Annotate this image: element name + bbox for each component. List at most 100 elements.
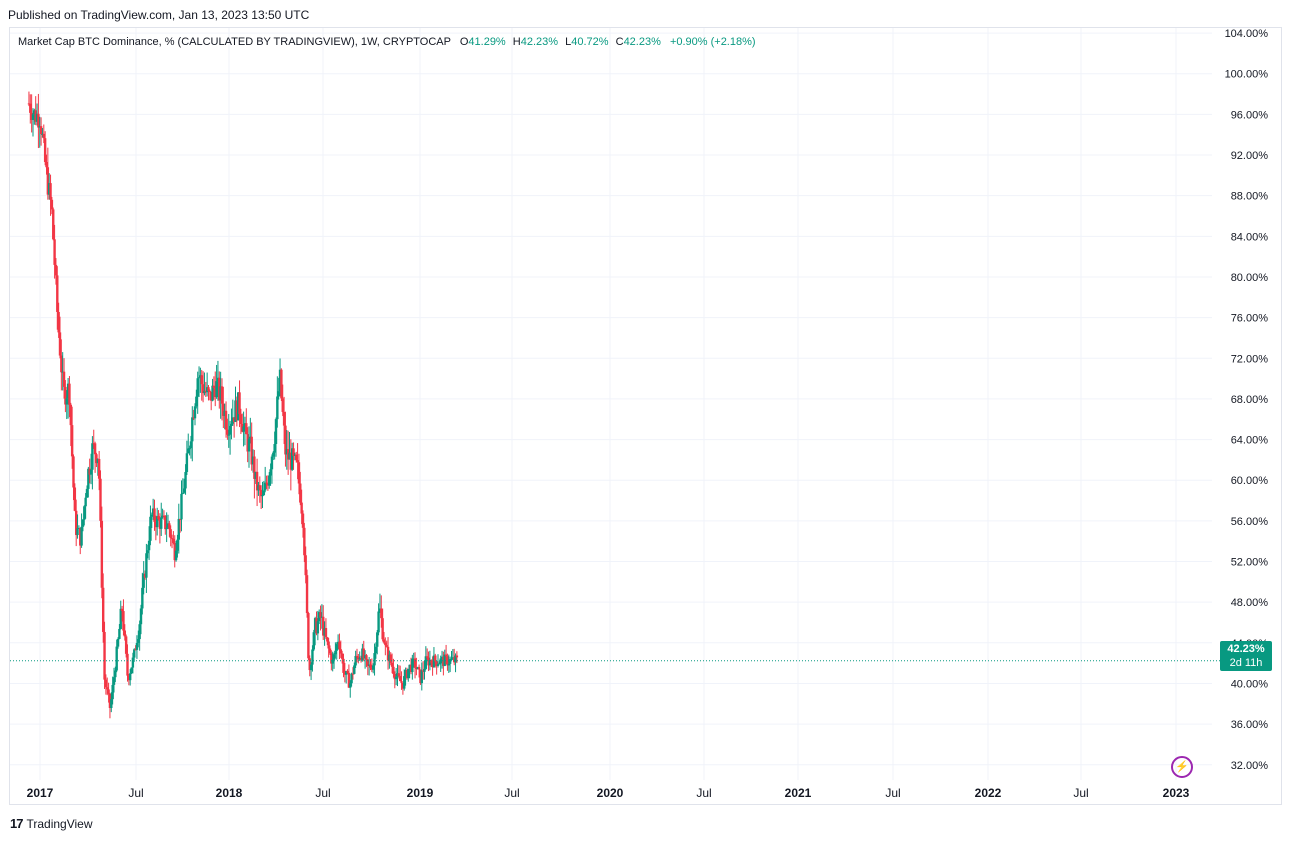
candle-body: [238, 392, 241, 415]
candle-body: [392, 666, 395, 675]
x-tick-label: Jul: [128, 786, 143, 800]
candle-body: [232, 417, 236, 422]
candle-body: [450, 658, 453, 660]
candle-body: [398, 676, 402, 682]
candle-body: [218, 377, 221, 401]
candle-body: [448, 659, 452, 664]
candle-body: [73, 487, 77, 511]
y-tick-label: 96.00%: [1231, 109, 1269, 121]
candle-body: [97, 458, 101, 479]
low-label: L: [565, 36, 572, 48]
candle-body: [393, 674, 396, 680]
candle-body: [54, 264, 58, 276]
y-tick-label: 100.00%: [1225, 69, 1269, 81]
candle-body: [261, 495, 264, 497]
candle-body: [134, 649, 137, 651]
candle-body: [88, 468, 91, 475]
candle-body: [158, 519, 162, 529]
candle-body: [145, 553, 148, 578]
candle-body: [123, 630, 126, 637]
candle-body: [270, 456, 274, 470]
candle-body: [85, 488, 89, 498]
candle-body: [64, 386, 67, 405]
x-tick-label: 2017: [27, 786, 54, 800]
candle-body: [313, 618, 317, 633]
candle-body: [328, 648, 332, 654]
candle-body: [301, 513, 305, 528]
candle-body: [226, 429, 229, 435]
candle-body: [415, 667, 418, 670]
candle-body: [227, 434, 230, 436]
candle-body: [96, 458, 99, 464]
candle-body: [309, 664, 313, 671]
candle-body: [274, 419, 278, 445]
series-legend[interactable]: Market Cap BTC Dominance, % (CALCULATED …: [18, 36, 756, 48]
candle-body: [35, 113, 39, 122]
candle-body: [349, 683, 352, 688]
candle-body: [45, 162, 48, 168]
candle-body: [83, 506, 86, 520]
candle-body: [174, 550, 178, 561]
candle-body: [327, 641, 330, 649]
candle-body: [425, 656, 429, 658]
candle-body: [131, 657, 135, 668]
candle-body: [103, 631, 106, 680]
candle-body: [92, 443, 95, 445]
candle-body: [323, 628, 326, 636]
candle-body: [143, 573, 147, 578]
close-label: C: [615, 36, 624, 48]
lightning-bolt-icon[interactable]: ⚡: [1171, 756, 1193, 778]
candle-body: [222, 403, 225, 416]
x-tick-label: 2021: [785, 786, 812, 800]
candle-body: [95, 454, 98, 464]
candle-body: [343, 672, 347, 675]
candle-body: [439, 658, 442, 664]
candle-body: [239, 414, 243, 424]
candle-body: [290, 448, 294, 470]
candle-body: [438, 663, 441, 665]
candle-body: [350, 673, 353, 684]
candle-body: [263, 482, 267, 491]
candle-body: [317, 612, 321, 622]
candle-body: [363, 655, 367, 659]
candle-body: [312, 632, 315, 650]
candle-body: [160, 517, 163, 529]
candle-body: [266, 482, 270, 486]
candle-body: [112, 677, 116, 685]
candle-body: [332, 654, 336, 660]
candle-body: [417, 667, 421, 670]
candle-body: [182, 488, 186, 493]
change-value: +0.90% (+2.18%): [669, 36, 756, 48]
candle-body: [66, 383, 70, 399]
candle-body: [434, 655, 437, 662]
candle-body: [65, 398, 68, 405]
candle-body: [443, 654, 446, 666]
candle-body: [416, 667, 419, 670]
candle-body: [432, 655, 436, 668]
candle-body: [324, 628, 328, 638]
candle-body: [146, 550, 149, 554]
candle-body: [253, 456, 256, 479]
candle-body: [169, 529, 172, 539]
candle-body: [347, 672, 351, 688]
tradingview-brand[interactable]: 17 TradingView: [10, 816, 93, 831]
chart-frame[interactable]: [9, 27, 1282, 805]
x-tick-label: Jul: [1073, 786, 1088, 800]
candle-body: [164, 515, 167, 530]
candle-body: [184, 471, 187, 489]
candle-body: [43, 138, 47, 163]
candle-body: [316, 621, 320, 634]
candle-body: [178, 518, 182, 520]
candle-body: [155, 516, 159, 528]
candle-body: [114, 670, 117, 678]
candle-body: [359, 657, 363, 660]
candle-body: [442, 656, 445, 666]
candle-body: [444, 654, 448, 657]
candle-body: [307, 613, 310, 659]
candle-body: [369, 664, 372, 668]
open-value: 41.29%: [468, 36, 506, 48]
candle-body: [127, 675, 131, 681]
candle-body: [137, 639, 140, 643]
candle-body: [100, 520, 104, 588]
